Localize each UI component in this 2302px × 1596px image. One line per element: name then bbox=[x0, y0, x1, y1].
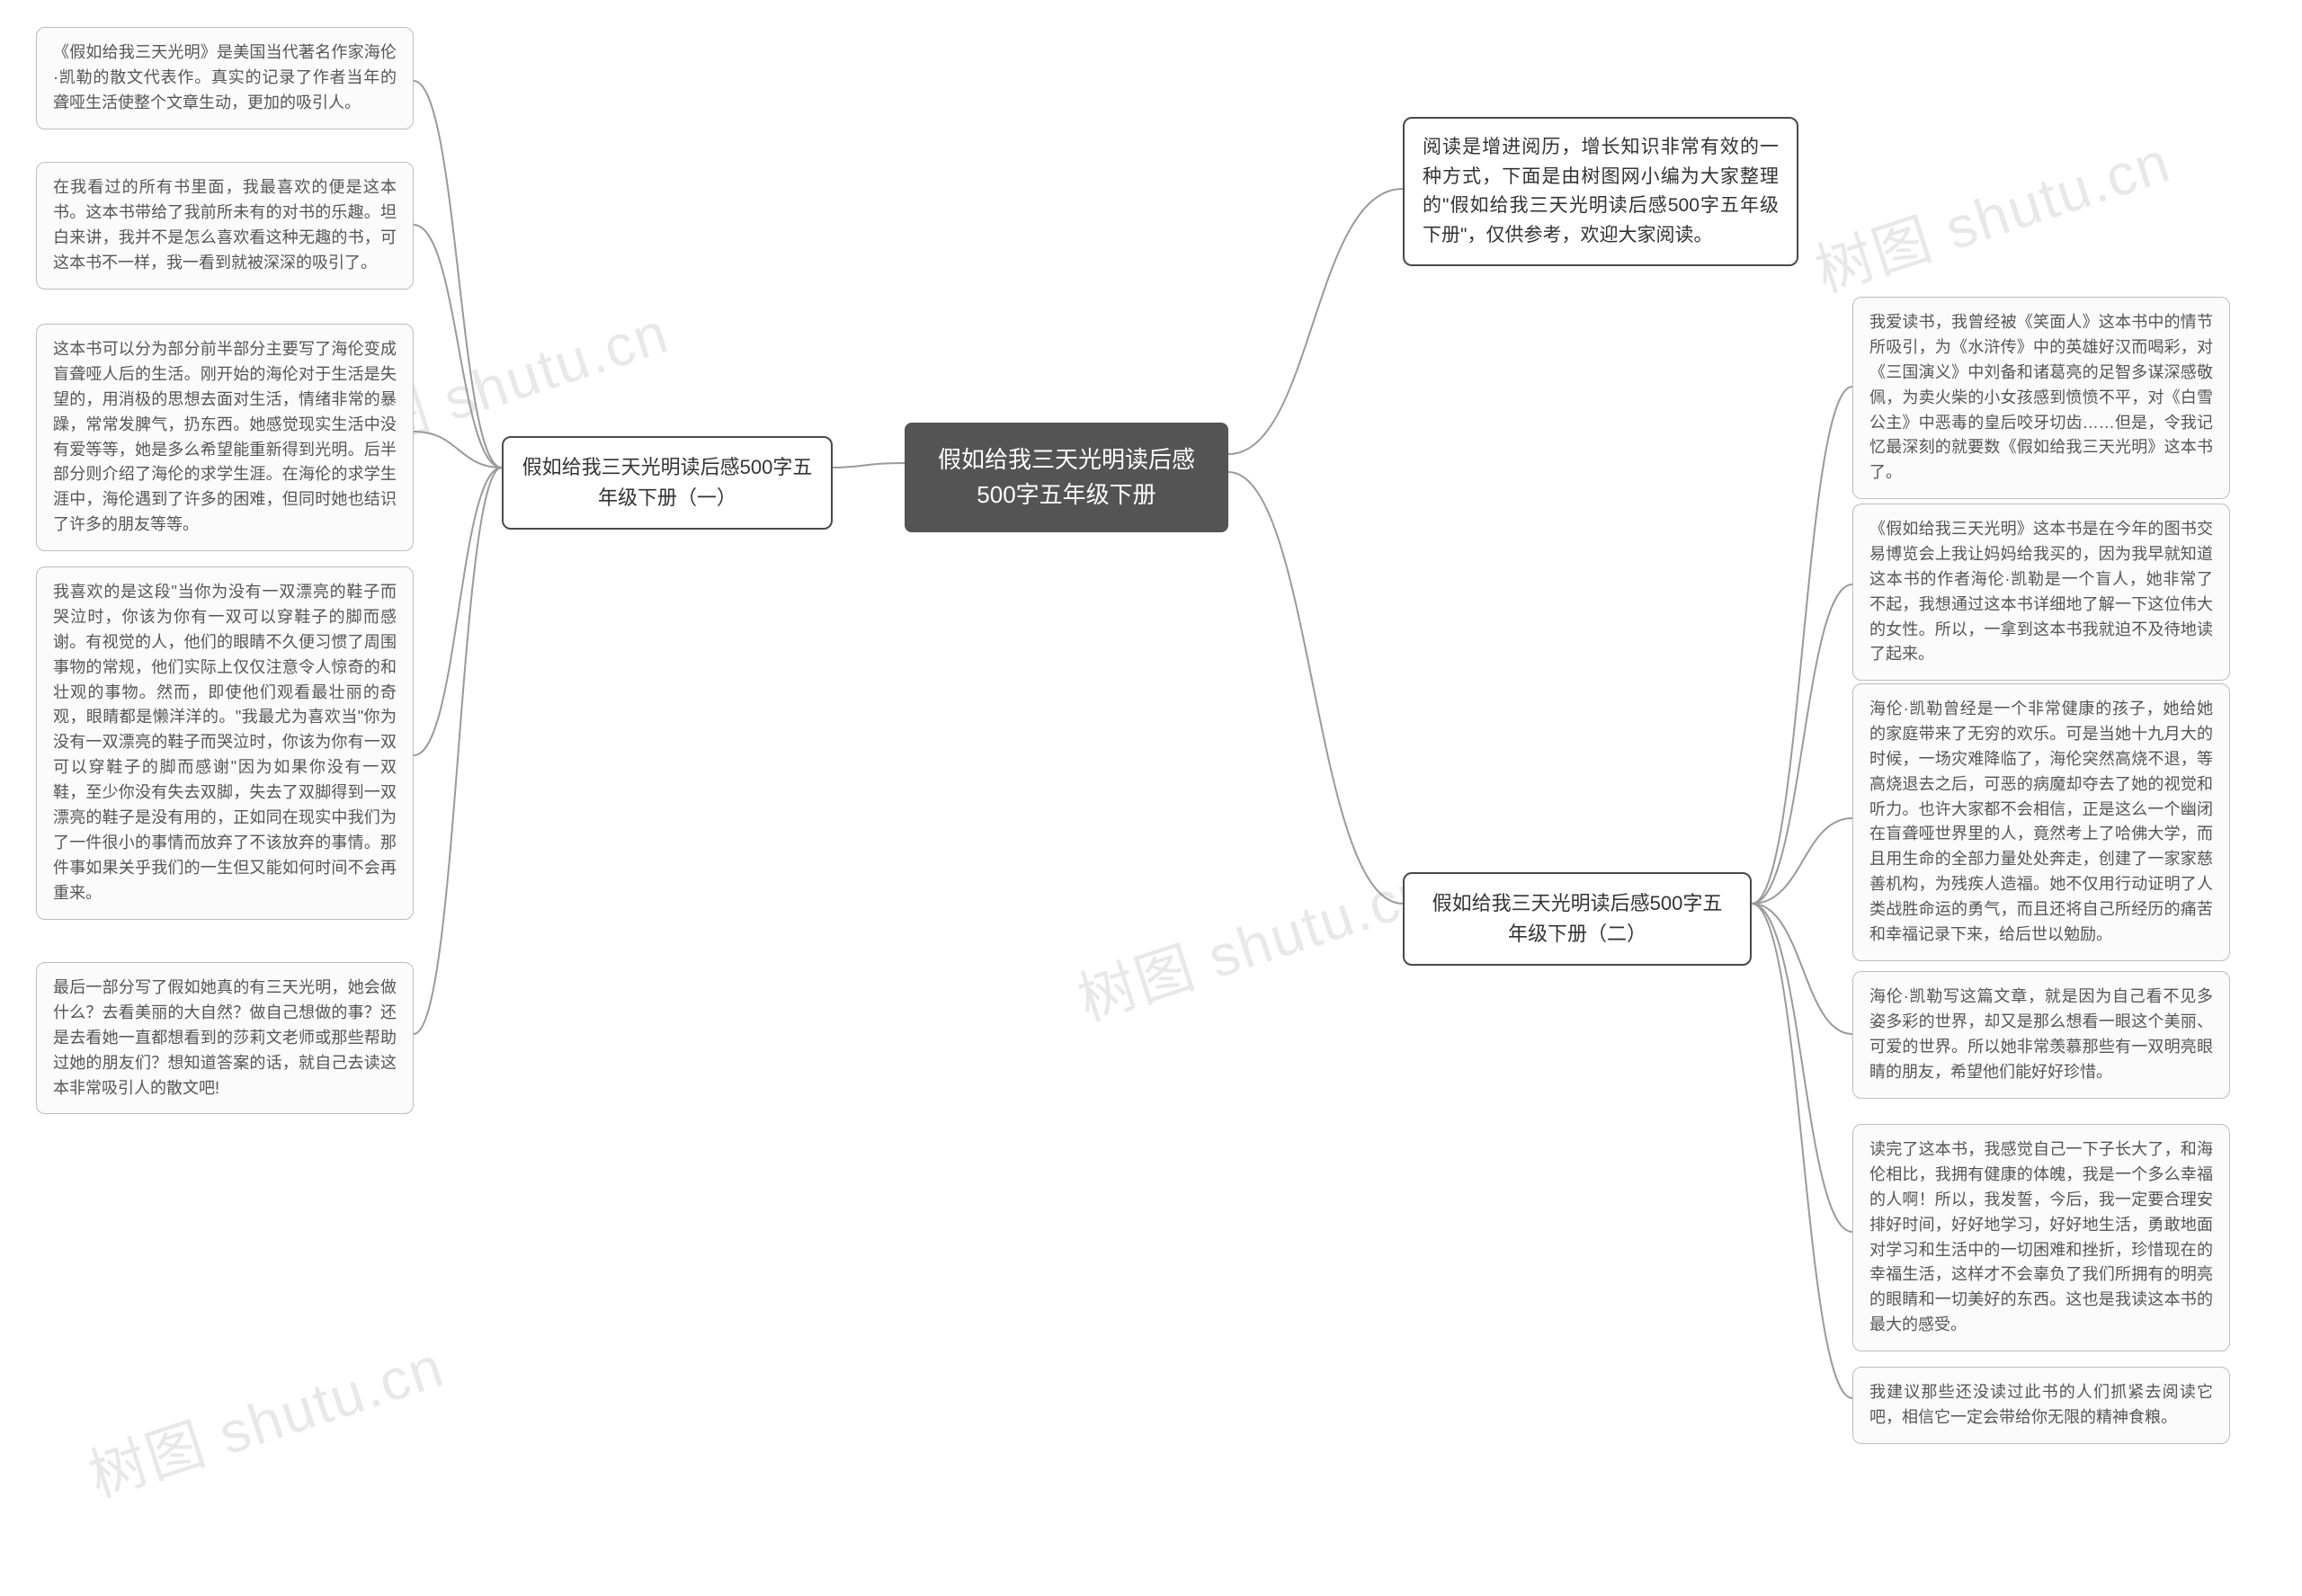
branch1-leaf[interactable]: 《假如给我三天光明》是美国当代著名作家海伦·凯勒的散文代表作。真实的记录了作者当… bbox=[36, 27, 414, 129]
branch2-leaf[interactable]: 我建议那些还没读过此书的人们抓紧去阅读它吧，相信它一定会带给你无限的精神食粮。 bbox=[1852, 1367, 2230, 1444]
branch1-leaf[interactable]: 这本书可以分为部分前半部分主要写了海伦变成盲聋哑人后的生活。刚开始的海伦对于生活… bbox=[36, 324, 414, 551]
branch2-leaf[interactable]: 《假如给我三天光明》这本书是在今年的图书交易博览会上我让妈妈给我买的，因为我早就… bbox=[1852, 504, 2230, 681]
watermark: 树图 shutu.cn bbox=[1804, 116, 2180, 308]
branch2-leaf[interactable]: 我爱读书，我曾经被《笑面人》这本书中的情节所吸引，为《水浒传》中的英雄好汉而喝彩… bbox=[1852, 297, 2230, 499]
branch1-title[interactable]: 假如给我三天光明读后感500字五年级下册（一） bbox=[502, 436, 833, 530]
branch2-title[interactable]: 假如给我三天光明读后感500字五年级下册（二） bbox=[1403, 872, 1752, 966]
branch1-leaf[interactable]: 我喜欢的是这段"当你为没有一双漂亮的鞋子而哭泣时，你该为你有一双可以穿鞋子的脚而… bbox=[36, 566, 414, 920]
branch2-leaf[interactable]: 海伦·凯勒写这篇文章，就是因为自己看不见多姿多彩的世界，却又是那么想看一眼这个美… bbox=[1852, 971, 2230, 1099]
branch2-leaf[interactable]: 海伦·凯勒曾经是一个非常健康的孩子，她给她的家庭带来了无穷的欢乐。可是当她十九月… bbox=[1852, 683, 2230, 961]
watermark: 树图 shutu.cn bbox=[77, 1321, 453, 1513]
watermark: 树图 shutu.cn bbox=[1066, 844, 1442, 1037]
branch1-leaf[interactable]: 最后一部分写了假如她真的有三天光明，她会做什么？去看美丽的大自然？做自己想做的事… bbox=[36, 962, 414, 1114]
intro-node[interactable]: 阅读是增进阅历，增长知识非常有效的一种方式，下面是由树图网小编为大家整理的"假如… bbox=[1403, 117, 1798, 266]
branch1-leaf[interactable]: 在我看过的所有书里面，我最喜欢的便是这本书。这本书带给了我前所未有的对书的乐趣。… bbox=[36, 162, 414, 290]
mindmap-center[interactable]: 假如给我三天光明读后感500字五年级下册 bbox=[905, 423, 1228, 532]
branch2-leaf[interactable]: 读完了这本书，我感觉自己一下子长大了，和海伦相比，我拥有健康的体魄，我是一个多么… bbox=[1852, 1124, 2230, 1351]
